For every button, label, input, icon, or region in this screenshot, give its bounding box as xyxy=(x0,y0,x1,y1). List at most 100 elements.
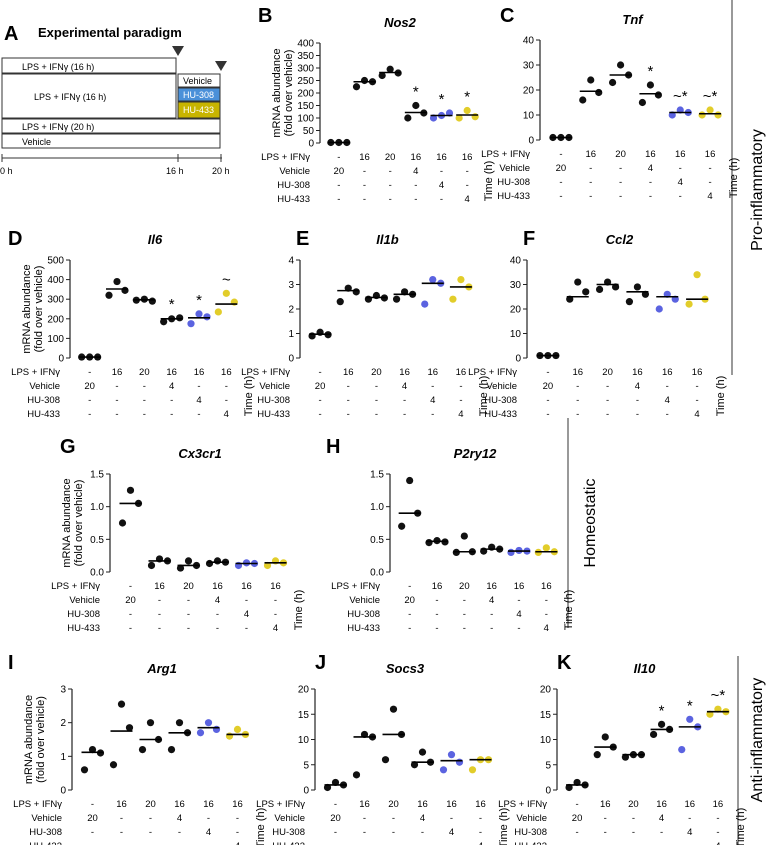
data-point xyxy=(121,286,129,294)
treatment-vehicle-label: Vehicle xyxy=(183,76,212,86)
table-cell: - xyxy=(149,813,152,824)
table-cell: 20 xyxy=(388,799,399,810)
data-point xyxy=(398,522,406,530)
table-cell: - xyxy=(679,163,682,174)
data-point xyxy=(225,732,234,740)
table-cell: - xyxy=(632,827,635,838)
table-cell: 4 xyxy=(413,166,418,177)
y-tick-label: 0.5 xyxy=(370,535,384,546)
data-point xyxy=(425,539,433,547)
bar-lps-16h-a-label: LPS + IFNγ (16 h) xyxy=(22,62,94,72)
y-tick-label: 0 xyxy=(303,786,309,797)
table-cell: - xyxy=(716,827,719,838)
data-point xyxy=(381,756,390,764)
panel-j: J Socs3 0 5 10 15 20 LPS + IFNγ Vehicle HU-308 HU-… xyxy=(256,652,510,845)
table-row-label: Vehicle xyxy=(29,381,60,392)
table-cell: - xyxy=(479,813,482,824)
table-cell: 16 xyxy=(427,367,438,378)
table-cell: - xyxy=(559,177,562,188)
table-cell: - xyxy=(143,395,146,406)
table-cell: - xyxy=(197,381,200,392)
y-tick-label: 300 xyxy=(297,64,314,75)
treatment-hu433 xyxy=(177,101,221,119)
table-cell: 20 xyxy=(125,595,136,606)
table-cell: - xyxy=(363,194,366,205)
y-tick-label: 3 xyxy=(60,685,66,696)
data-point xyxy=(582,288,590,296)
panel-letter: G xyxy=(60,436,76,458)
panel-g: G Cx3cr1 0.0 0.5 1.0 1.5 mRNA abundance (fold o… xyxy=(51,436,305,634)
table-cell: - xyxy=(158,595,161,606)
y-tick-label: 5 xyxy=(545,760,551,771)
time-label: Time (h) xyxy=(483,161,495,202)
panel-letter: I xyxy=(8,652,14,674)
data-point xyxy=(593,751,601,759)
table-cell: 20 xyxy=(385,152,396,163)
data-point xyxy=(378,71,386,80)
table-cell: 20 xyxy=(315,381,326,392)
table-cell: - xyxy=(389,194,392,205)
time-label: Time (h) xyxy=(478,376,490,417)
y-tick-label: 20 xyxy=(540,685,552,696)
table-cell: 4 xyxy=(678,177,683,188)
y-tick-label: 0 xyxy=(528,136,534,147)
table-cell: - xyxy=(88,409,91,420)
table-cell: - xyxy=(318,409,321,420)
table-cell: - xyxy=(245,595,248,606)
table-cell: 16 xyxy=(116,799,127,810)
table-row-label: HU-433 xyxy=(484,409,517,420)
table-cell: 4 xyxy=(489,595,494,606)
data-point xyxy=(457,276,465,284)
table-cell: - xyxy=(88,367,91,378)
data-point xyxy=(125,724,134,732)
data-point xyxy=(126,486,135,494)
table-cell: - xyxy=(178,841,181,845)
table-cell: 16 xyxy=(436,152,447,163)
table-row-label: HU-308 xyxy=(277,180,310,191)
table-row-label: Vehicle xyxy=(31,813,62,824)
table-cell: 16 xyxy=(432,581,443,592)
table-cell: - xyxy=(143,409,146,420)
table-cell: - xyxy=(632,841,635,845)
y-tick-label: 0 xyxy=(60,786,66,797)
treatment-hu308 xyxy=(177,87,221,102)
table-cell: 20 xyxy=(334,166,345,177)
y-tick-label: 1.5 xyxy=(370,470,384,481)
significance-annotation: * xyxy=(659,702,665,719)
data-point xyxy=(146,719,155,727)
bar-lps-16h-b-label: LPS + IFNγ (16 h) xyxy=(34,92,106,102)
table-cell: 4 xyxy=(458,409,463,420)
data-point xyxy=(117,700,126,708)
y-tick-label: 100 xyxy=(47,334,64,345)
data-point xyxy=(118,519,127,527)
table-cell: - xyxy=(245,623,248,634)
table-cell: - xyxy=(178,827,181,838)
bar-vehicle xyxy=(1,133,221,149)
table-cell: - xyxy=(170,395,173,406)
table-cell: - xyxy=(334,799,337,810)
gene-title: Il1b xyxy=(376,232,398,247)
y-tick-label: 5 xyxy=(303,760,309,771)
panel-letter: F xyxy=(523,228,535,250)
data-point xyxy=(187,320,195,328)
table-cell: - xyxy=(337,180,340,191)
table-cell: - xyxy=(143,381,146,392)
table-row-label: HU-308 xyxy=(347,609,380,620)
table-row-label: Vehicle xyxy=(259,381,290,392)
table-cell: - xyxy=(347,381,350,392)
table-cell: - xyxy=(459,395,462,406)
table-cell: - xyxy=(158,609,161,620)
table-cell: 4 xyxy=(402,381,407,392)
data-point xyxy=(579,96,587,104)
table-cell: - xyxy=(517,595,520,606)
significance-annotation: ~* xyxy=(711,687,726,704)
table-row-label: HU-308 xyxy=(514,827,547,838)
significance-annotation: * xyxy=(687,697,693,714)
y-tick-label: 3 xyxy=(288,280,294,291)
table-row-label: HU-433 xyxy=(27,409,60,420)
table-cell: - xyxy=(490,623,493,634)
data-point xyxy=(88,746,97,754)
row-label-pro: Pro-inflammatory xyxy=(749,129,766,251)
table-cell: - xyxy=(606,395,609,406)
table-cell: - xyxy=(408,609,411,620)
